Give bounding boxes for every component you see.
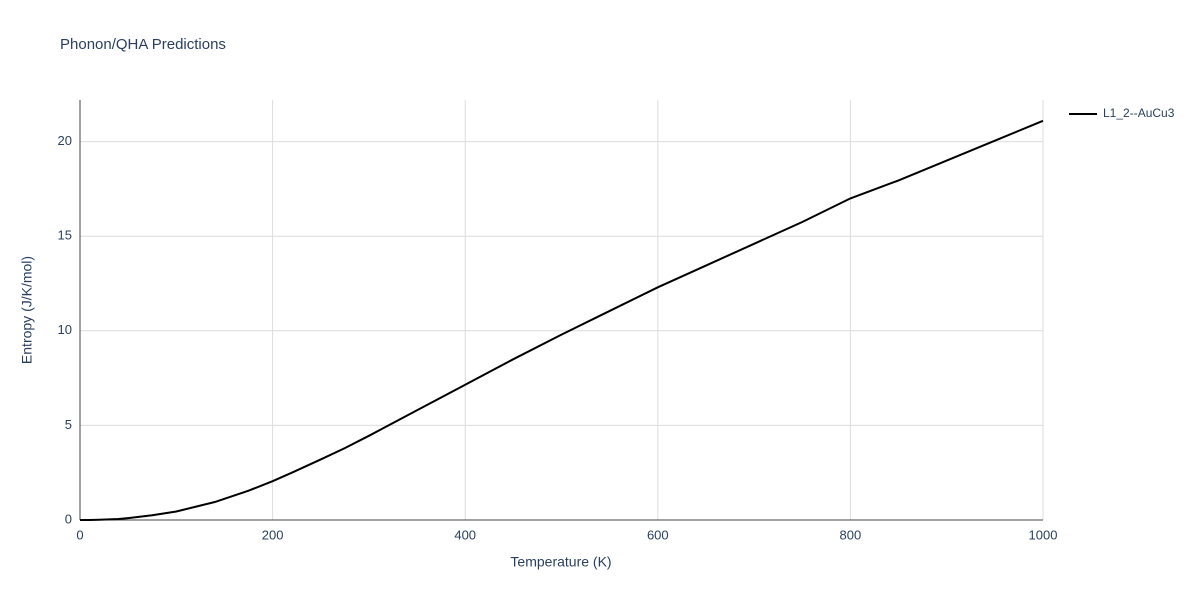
x-tick-label: 800 [840, 527, 862, 542]
y-tick-label: 0 [65, 511, 72, 526]
x-tick-label: 0 [76, 527, 83, 542]
y-tick-label: 10 [58, 322, 72, 337]
x-axis-label: Temperature (K) [510, 554, 611, 570]
chart-title: Phonon/QHA Predictions [60, 36, 226, 53]
x-tick-label: 400 [454, 527, 476, 542]
legend-label: L1_2--AuCu3 [1103, 106, 1175, 120]
y-tick-label: 5 [65, 417, 72, 432]
line-series [80, 119, 1044, 521]
x-tick-label: 600 [647, 527, 669, 542]
y-axis-label: Entropy (J/K/mol) [19, 256, 35, 364]
x-tick-label: 1000 [1029, 527, 1058, 542]
x-tick-label: 200 [262, 527, 284, 542]
y-tick-label: 20 [58, 133, 72, 148]
y-tick-label: 15 [58, 228, 72, 243]
